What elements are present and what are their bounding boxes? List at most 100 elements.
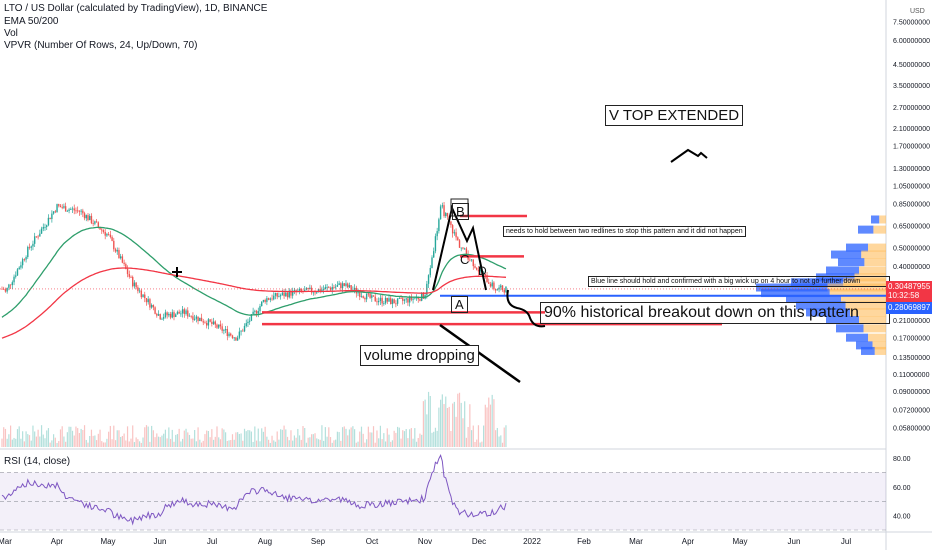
volume-bar (405, 429, 407, 447)
volume-bar (32, 425, 34, 447)
volume-bar (90, 429, 93, 447)
volume-bar (108, 431, 110, 447)
candles (1, 202, 507, 341)
volume-bar (286, 436, 289, 447)
candle-body (316, 292, 318, 294)
volume-bar (397, 426, 399, 447)
volume-bar (372, 426, 375, 447)
candle-body (58, 204, 60, 206)
candle-body (94, 221, 96, 224)
vpvr-row-up (856, 341, 873, 350)
volume-bar (171, 429, 173, 447)
volume-bar (87, 442, 89, 447)
candle-body (254, 310, 256, 312)
volume-bar (63, 436, 65, 447)
volume-bar (120, 436, 122, 447)
volume-bar (214, 436, 216, 447)
volume-bar (82, 430, 84, 447)
vpvr-row-down (874, 346, 886, 355)
volume-bar (22, 431, 24, 447)
candle-body (276, 293, 278, 297)
volume-bar (247, 430, 249, 447)
candle-body (365, 293, 368, 300)
candle-body (328, 286, 330, 288)
volume-bar (132, 425, 134, 447)
volume-bar (323, 440, 325, 447)
candle-body (180, 313, 182, 315)
volume-bar (486, 407, 488, 447)
candle-body (30, 246, 32, 248)
rsi-tick-label: 40.00 (893, 514, 911, 521)
candle-body (334, 286, 337, 288)
volume-bar (123, 433, 125, 447)
candle-body (312, 292, 315, 294)
vpvr-row-down (872, 341, 886, 350)
volume-bar (285, 429, 287, 447)
volume-bar (226, 440, 228, 447)
volume-bar (173, 441, 175, 447)
candle-body (145, 298, 148, 303)
volume-bar (379, 425, 381, 447)
volume-bar (219, 439, 222, 447)
volume-bar (212, 439, 215, 447)
volume-bar (414, 428, 416, 447)
candle-body (359, 292, 361, 297)
candle-body (403, 299, 406, 301)
candle-body (42, 227, 44, 229)
volume-bar (231, 434, 234, 447)
candle-body (137, 287, 139, 292)
volume-bar (111, 439, 113, 447)
candle-body (140, 290, 143, 298)
volume-bar (477, 425, 480, 447)
x-tick-label: Oct (366, 537, 379, 546)
candle-body (486, 275, 488, 283)
legend-vol: Vol (4, 28, 18, 39)
candle-body (408, 296, 411, 303)
candle-body (293, 289, 296, 291)
candle-body (9, 284, 12, 286)
candle-body (367, 293, 370, 295)
volume-bar (46, 430, 48, 447)
volume-bar (156, 433, 158, 447)
volume-bar (149, 441, 151, 447)
candle-body (195, 316, 198, 319)
vpvr-row-down (863, 324, 886, 333)
volume-bar (39, 436, 41, 447)
candle-body (314, 292, 316, 294)
y-tick-label: 0.40000000 (893, 264, 930, 271)
vpvr-row-down (859, 266, 886, 275)
volume-bar (360, 426, 363, 447)
candle-body (6, 287, 8, 292)
redlines-note: needs to hold between two redlines to st… (503, 226, 746, 237)
volume-bar (307, 437, 309, 447)
volume-bar (237, 432, 239, 447)
volume-bar (8, 434, 10, 447)
x-tick-label: Jun (154, 537, 167, 546)
candle-body (166, 312, 168, 316)
vpvr-row-up (836, 324, 864, 333)
candle-body (176, 311, 179, 315)
volume-bar (503, 427, 505, 447)
volume-bar (49, 442, 51, 447)
candle-body (168, 313, 170, 316)
volume-bar (254, 426, 256, 447)
volume-bar (376, 430, 378, 447)
volume-bar (493, 399, 495, 447)
volume-bar (412, 438, 414, 447)
candle-body (407, 298, 409, 303)
volume-bar (378, 438, 380, 447)
volume-bar (157, 436, 160, 447)
volume-bar (114, 440, 117, 447)
y-tick-label: 4.50000000 (893, 62, 930, 69)
candle-body (49, 217, 51, 219)
candle-body (362, 296, 364, 298)
vpvr-row-down (843, 278, 886, 287)
volume-bar (77, 428, 79, 447)
candle-body (238, 331, 241, 338)
candle-body (250, 314, 253, 321)
candle-body (219, 324, 222, 327)
volume-bar (168, 427, 170, 447)
volume-bar (268, 439, 270, 447)
volume-bar (488, 397, 490, 447)
vpvr-row-down (861, 250, 886, 259)
